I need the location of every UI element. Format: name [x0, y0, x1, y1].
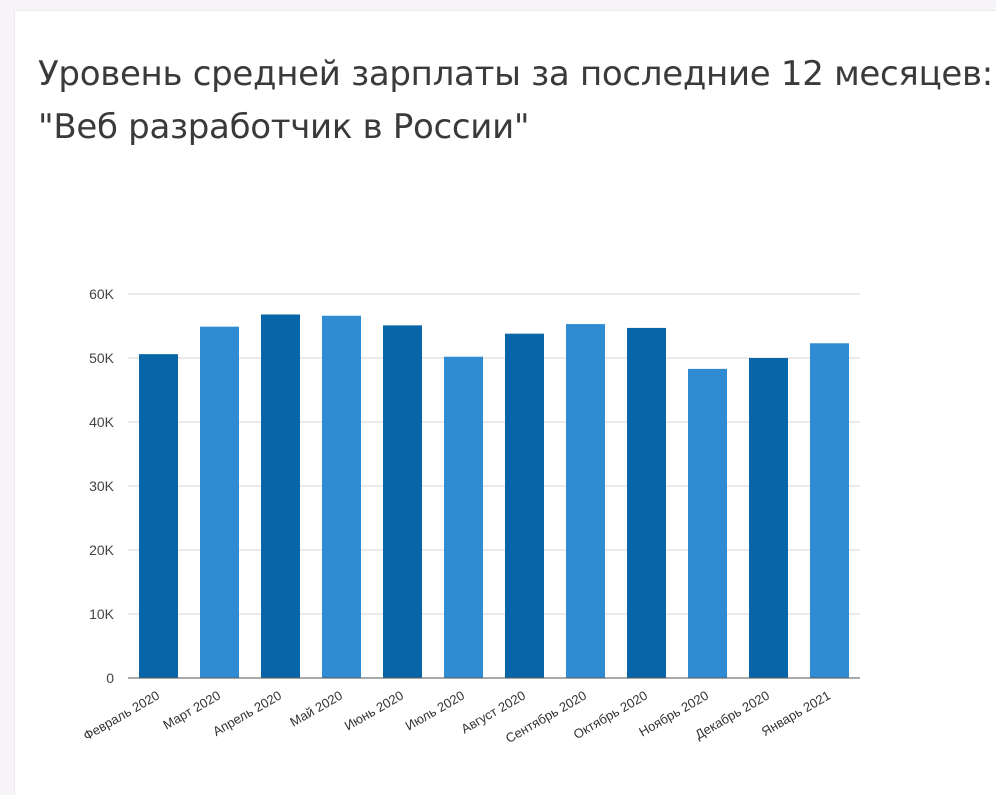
bar [444, 356, 483, 678]
x-tick-label: Июль 2020 [403, 688, 467, 734]
chart-title-line-1: Уровень средней зарплаты за последние 12… [38, 54, 993, 94]
x-tick-label: Апрель 2020 [210, 688, 284, 739]
bar [322, 315, 361, 678]
x-tick-label: Январь 2021 [759, 688, 833, 740]
y-axis-ticks: 0 10K 20K 30K 40K 50K 60K [89, 286, 115, 686]
y-tick-label: 10K [89, 606, 115, 622]
x-tick-label: Май 2020 [287, 688, 345, 730]
bar [810, 343, 849, 678]
bar [627, 327, 666, 678]
bar [505, 333, 544, 678]
x-tick-label: Июнь 2020 [342, 688, 406, 734]
chart-title-line-2: "Веб разработчик в России" [38, 107, 530, 147]
y-tick-label: 20K [89, 542, 115, 558]
chart-title: Уровень средней зарплаты за последние 12… [38, 48, 993, 154]
bar [749, 358, 788, 678]
bar [139, 354, 178, 678]
bar [200, 326, 239, 678]
bar [261, 314, 300, 678]
y-tick-label: 50K [89, 350, 115, 366]
y-tick-label: 30K [89, 478, 115, 494]
bar [688, 368, 727, 678]
grid-lines [128, 293, 860, 615]
y-tick-label: 60K [89, 286, 115, 302]
bar [383, 325, 422, 678]
y-tick-label: 40K [89, 414, 115, 430]
y-tick-label: 0 [106, 670, 114, 686]
x-tick-label: Февраль 2020 [81, 688, 162, 744]
bars [139, 314, 849, 678]
bar [566, 324, 605, 678]
